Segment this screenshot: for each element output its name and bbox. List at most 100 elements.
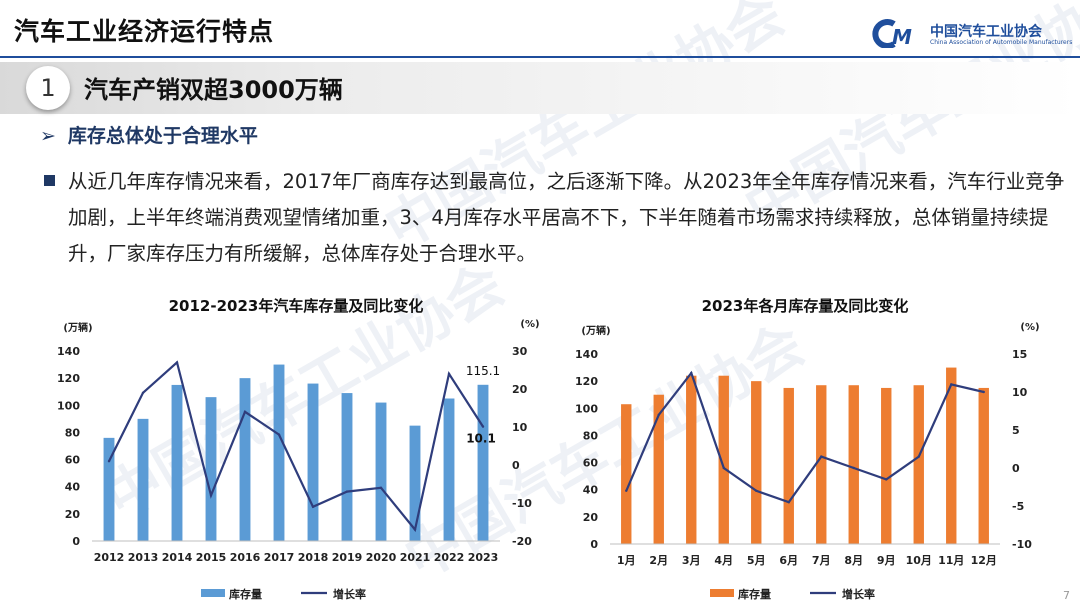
- bar: [784, 388, 794, 544]
- x-tick-label: 3月: [682, 554, 701, 567]
- legend-label: 库存量: [229, 587, 262, 601]
- y-tick-label: 140: [575, 348, 598, 361]
- bar: [274, 365, 285, 541]
- logo: M 中国汽车工业协会 China Association of Automobi…: [872, 18, 1072, 52]
- y2-tick-label: 15: [1012, 348, 1027, 361]
- y-tick-label: 140: [57, 345, 80, 358]
- growth-rate-point: [278, 433, 280, 435]
- x-tick-label: 2018: [298, 551, 329, 564]
- y2-tick-label: 0: [1012, 462, 1020, 475]
- growth-rate-point: [950, 383, 952, 385]
- y2-tick-label: 10: [512, 421, 528, 434]
- growth-rate-point: [380, 487, 382, 489]
- y-tick-label: 0: [590, 538, 598, 551]
- legend-label: 增长率: [842, 587, 875, 601]
- bar: [478, 385, 489, 541]
- growth-rate-point: [108, 460, 110, 462]
- y2-tick-label: 10: [1012, 386, 1028, 399]
- growth-rate-point: [885, 478, 887, 480]
- y-axis-unit: (万辆): [63, 321, 92, 334]
- x-tick-label: 11月: [938, 554, 964, 567]
- y-tick-label: 20: [583, 511, 599, 524]
- page-number: 7: [1063, 589, 1070, 602]
- y2-axis-unit: (%): [520, 319, 539, 330]
- bar: [751, 381, 761, 544]
- x-tick-label: 2012: [94, 551, 125, 564]
- chart-svg: 2012-2023年汽车库存量及同比变化(万辆)(%)0204060801001…: [40, 280, 540, 605]
- growth-rate-point: [918, 455, 920, 457]
- bar: [138, 419, 149, 541]
- bar: [881, 388, 891, 544]
- bar: [979, 388, 989, 544]
- data-label: 10.1: [466, 432, 496, 446]
- y-tick-label: 80: [583, 429, 599, 442]
- bar: [686, 376, 696, 544]
- y2-axis-unit: (%): [1020, 322, 1039, 333]
- x-tick-label: 2014: [162, 551, 193, 564]
- legend-swatch-bar: [710, 589, 734, 597]
- growth-rate-point: [448, 373, 450, 375]
- growth-rate-point: [482, 425, 484, 427]
- y-tick-label: 120: [57, 372, 80, 385]
- growth-rate-point: [312, 506, 314, 508]
- growth-rate-point: [690, 372, 692, 374]
- x-tick-label: 2022: [434, 551, 465, 564]
- x-tick-label: 5月: [747, 554, 766, 567]
- subheading-text: 库存总体处于合理水平: [68, 125, 258, 147]
- growth-rate-point: [625, 490, 627, 492]
- svg-text:M: M: [892, 25, 912, 48]
- data-label: 115.1: [466, 364, 500, 378]
- bar: [206, 397, 217, 541]
- x-tick-label: 2月: [649, 554, 668, 567]
- x-tick-label: 2015: [196, 551, 227, 564]
- chart-title: 2012-2023年汽车库存量及同比变化: [169, 297, 424, 315]
- logo-en: China Association of Automobile Manufact…: [930, 39, 1072, 46]
- x-tick-label: 10月: [906, 554, 932, 567]
- page-title: 汽车工业经济运行特点: [14, 12, 274, 48]
- bar: [376, 403, 387, 541]
- growth-rate-point: [210, 494, 212, 496]
- bar: [240, 378, 251, 541]
- subheading: ➢库存总体处于合理水平: [40, 121, 258, 148]
- growth-rate-point: [853, 467, 855, 469]
- chart-title: 2023年各月库存量及同比变化: [702, 297, 909, 315]
- y-tick-label: 120: [575, 375, 598, 388]
- square-bullet-icon: [44, 175, 55, 186]
- x-tick-label: 2013: [128, 551, 159, 564]
- bar: [621, 404, 631, 544]
- y-tick-label: 60: [65, 454, 81, 467]
- growth-rate-point: [142, 392, 144, 394]
- legend-swatch-bar: [201, 589, 225, 597]
- growth-rate-line: [626, 373, 984, 502]
- growth-rate-point: [346, 490, 348, 492]
- x-tick-label: 2023: [468, 551, 499, 564]
- growth-rate-point: [244, 411, 246, 413]
- x-tick-label: 7月: [812, 554, 831, 567]
- growth-rate-point: [414, 528, 416, 530]
- bar: [914, 385, 924, 544]
- bar: [849, 385, 859, 544]
- x-tick-label: 2021: [400, 551, 431, 564]
- y-axis-unit: (万辆): [581, 324, 610, 337]
- y2-tick-label: -10: [512, 497, 532, 510]
- y-tick-label: 80: [65, 426, 81, 439]
- section-number: 1: [26, 66, 70, 110]
- caam-logo-icon: M: [872, 18, 928, 48]
- header: 汽车工业经济运行特点 M 中国汽车工业协会 China Association …: [0, 0, 1080, 56]
- y-tick-label: 20: [65, 508, 81, 521]
- logo-cn: 中国汽车工业协会: [930, 21, 1042, 41]
- x-tick-label: 2019: [332, 551, 363, 564]
- bar: [816, 385, 826, 544]
- growth-rate-point: [658, 414, 660, 416]
- bar: [444, 399, 455, 542]
- y2-tick-label: 0: [512, 459, 520, 472]
- x-tick-label: 9月: [877, 554, 896, 567]
- x-tick-label: 1月: [617, 554, 636, 567]
- x-tick-label: 8月: [844, 554, 863, 567]
- y-tick-label: 0: [72, 535, 80, 548]
- x-tick-label: 4月: [714, 554, 733, 567]
- growth-rate-line: [109, 362, 483, 529]
- growth-rate-point: [723, 467, 725, 469]
- y-tick-label: 100: [57, 399, 80, 412]
